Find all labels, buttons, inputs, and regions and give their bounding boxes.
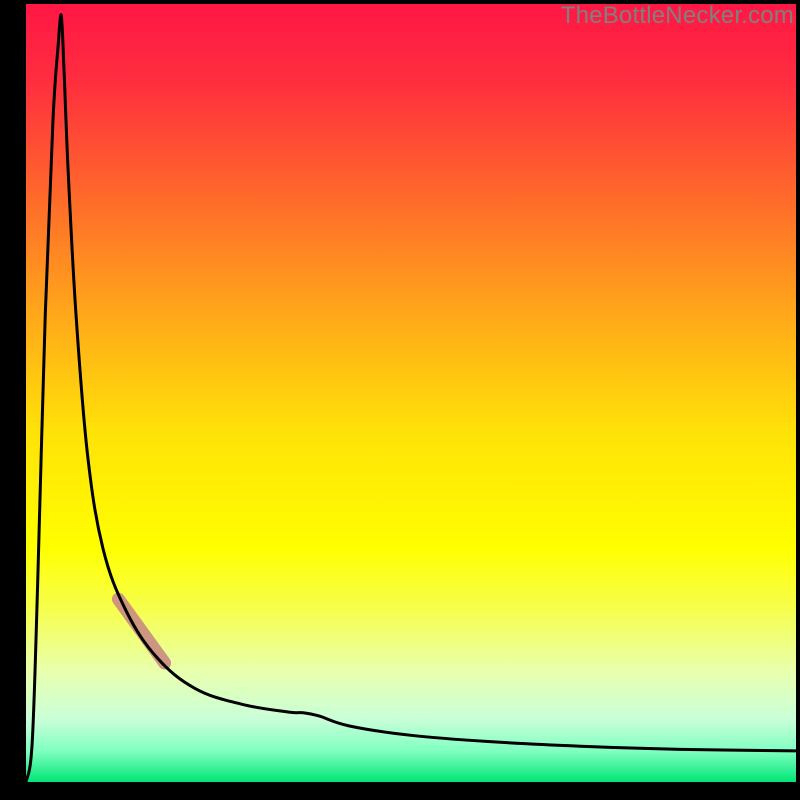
watermark-text: TheBottleNecker.com [561,2,794,30]
bottleneck-curve-chart [0,0,800,800]
chart-container: { "watermark": { "text": "TheBottleNecke… [0,0,800,800]
chart-background-gradient [26,4,796,782]
